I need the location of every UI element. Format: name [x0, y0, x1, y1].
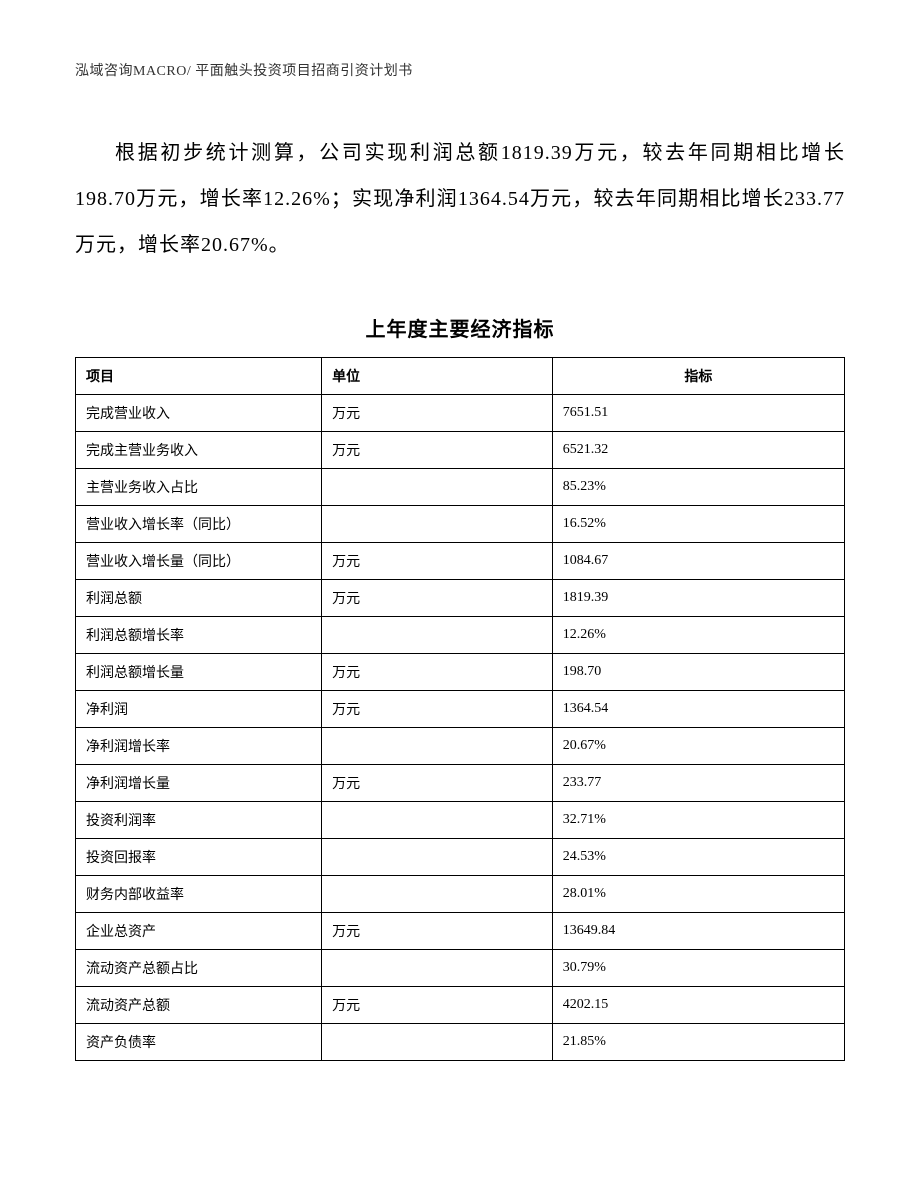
table-cell-value: 7651.51 — [552, 395, 844, 432]
economic-indicators-table: 项目 单位 指标 完成营业收入万元7651.51完成主营业务收入万元6521.3… — [75, 357, 845, 1061]
table-row: 营业收入增长率（同比） 16.52% — [76, 506, 845, 543]
table-header-value: 指标 — [552, 358, 844, 395]
table-title: 上年度主要经济指标 — [75, 313, 845, 342]
table-cell-unit: 万元 — [322, 395, 553, 432]
table-cell-unit: 万元 — [322, 543, 553, 580]
table-cell-unit — [322, 950, 553, 987]
table-cell-unit — [322, 506, 553, 543]
table-cell-item: 流动资产总额 — [76, 987, 322, 1024]
table-cell-item: 净利润 — [76, 691, 322, 728]
table-header-row: 项目 单位 指标 — [76, 358, 845, 395]
table-row: 投资回报率 24.53% — [76, 839, 845, 876]
table-cell-unit — [322, 802, 553, 839]
table-cell-item: 利润总额增长率 — [76, 617, 322, 654]
table-cell-value: 13649.84 — [552, 913, 844, 950]
table-cell-item: 净利润增长量 — [76, 765, 322, 802]
table-cell-unit — [322, 469, 553, 506]
table-cell-item: 利润总额增长量 — [76, 654, 322, 691]
table-cell-item: 完成营业收入 — [76, 395, 322, 432]
table-row: 净利润增长率 20.67% — [76, 728, 845, 765]
table-cell-unit: 万元 — [322, 987, 553, 1024]
table-cell-value: 1084.67 — [552, 543, 844, 580]
table-row: 营业收入增长量（同比）万元1084.67 — [76, 543, 845, 580]
table-cell-item: 利润总额 — [76, 580, 322, 617]
table-cell-item: 资产负债率 — [76, 1024, 322, 1061]
table-row: 财务内部收益率 28.01% — [76, 876, 845, 913]
table-row: 完成主营业务收入万元6521.32 — [76, 432, 845, 469]
table-cell-item: 主营业务收入占比 — [76, 469, 322, 506]
table-cell-value: 233.77 — [552, 765, 844, 802]
table-cell-value: 1364.54 — [552, 691, 844, 728]
table-row: 利润总额增长量万元198.70 — [76, 654, 845, 691]
table-cell-value: 4202.15 — [552, 987, 844, 1024]
table-row: 流动资产总额万元4202.15 — [76, 987, 845, 1024]
table-cell-value: 32.71% — [552, 802, 844, 839]
table-cell-value: 28.01% — [552, 876, 844, 913]
table-cell-item: 完成主营业务收入 — [76, 432, 322, 469]
table-cell-value: 21.85% — [552, 1024, 844, 1061]
table-cell-item: 营业收入增长率（同比） — [76, 506, 322, 543]
table-row: 主营业务收入占比 85.23% — [76, 469, 845, 506]
table-cell-value: 85.23% — [552, 469, 844, 506]
table-cell-value: 16.52% — [552, 506, 844, 543]
table-cell-item: 流动资产总额占比 — [76, 950, 322, 987]
table-cell-value: 30.79% — [552, 950, 844, 987]
table-row: 净利润万元1364.54 — [76, 691, 845, 728]
page-header: 泓域咨询MACRO/ 平面触头投资项目招商引资计划书 — [75, 60, 845, 80]
table-cell-unit — [322, 617, 553, 654]
table-cell-value: 20.67% — [552, 728, 844, 765]
table-cell-unit — [322, 728, 553, 765]
table-row: 企业总资产万元13649.84 — [76, 913, 845, 950]
table-cell-unit: 万元 — [322, 580, 553, 617]
table-header-unit: 单位 — [322, 358, 553, 395]
table-cell-item: 净利润增长率 — [76, 728, 322, 765]
table-cell-unit — [322, 839, 553, 876]
table-cell-unit: 万元 — [322, 913, 553, 950]
table-cell-unit: 万元 — [322, 691, 553, 728]
table-cell-unit — [322, 1024, 553, 1061]
table-cell-item: 营业收入增长量（同比） — [76, 543, 322, 580]
table-cell-unit — [322, 876, 553, 913]
table-header-item: 项目 — [76, 358, 322, 395]
table-cell-value: 24.53% — [552, 839, 844, 876]
table-cell-item: 投资回报率 — [76, 839, 322, 876]
table-cell-value: 1819.39 — [552, 580, 844, 617]
table-row: 完成营业收入万元7651.51 — [76, 395, 845, 432]
table-row: 流动资产总额占比 30.79% — [76, 950, 845, 987]
table-row: 利润总额增长率 12.26% — [76, 617, 845, 654]
table-cell-item: 企业总资产 — [76, 913, 322, 950]
table-cell-item: 财务内部收益率 — [76, 876, 322, 913]
table-cell-value: 198.70 — [552, 654, 844, 691]
table-row: 资产负债率 21.85% — [76, 1024, 845, 1061]
table-row: 投资利润率 32.71% — [76, 802, 845, 839]
table-cell-unit: 万元 — [322, 765, 553, 802]
table-cell-unit: 万元 — [322, 432, 553, 469]
table-cell-item: 投资利润率 — [76, 802, 322, 839]
table-cell-unit: 万元 — [322, 654, 553, 691]
table-row: 利润总额万元1819.39 — [76, 580, 845, 617]
table-cell-value: 6521.32 — [552, 432, 844, 469]
table-cell-value: 12.26% — [552, 617, 844, 654]
table-row: 净利润增长量万元233.77 — [76, 765, 845, 802]
body-paragraph: 根据初步统计测算，公司实现利润总额1819.39万元，较去年同期相比增长198.… — [75, 130, 845, 268]
table-body: 完成营业收入万元7651.51完成主营业务收入万元6521.32主营业务收入占比… — [76, 395, 845, 1061]
